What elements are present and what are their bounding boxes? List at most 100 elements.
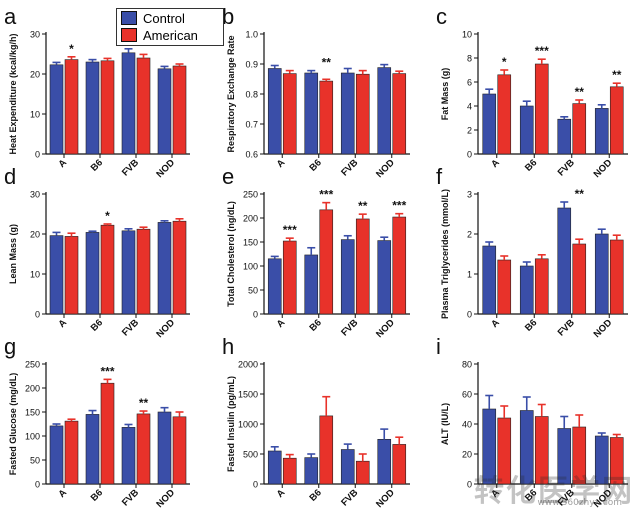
x-tick-label: NOD: [154, 317, 177, 340]
x-tick-label: B6: [307, 157, 323, 173]
y-tick-label: 100: [25, 432, 40, 442]
bar-american: [355, 218, 370, 315]
bar-american: [319, 415, 334, 485]
x-tick-label: A: [56, 487, 69, 500]
x-tick-label: FVB: [339, 157, 360, 178]
x-tick-label: B6: [523, 317, 539, 333]
bar-american: [609, 86, 624, 155]
y-tick-label: 200: [243, 214, 258, 224]
y-tick-label: 40: [462, 420, 472, 430]
x-tick-label: FVB: [120, 487, 141, 508]
y-tick-label: 20: [30, 70, 40, 80]
x-tick-label: FVB: [120, 317, 141, 338]
panel-label-a: a: [4, 4, 17, 29]
y-axis-title: Fasted Insulin (pg/mL): [226, 376, 236, 472]
y-tick-label: 250: [243, 190, 258, 200]
y-tick-label: 30: [30, 30, 40, 40]
bar-american: [172, 416, 187, 485]
bar-control: [377, 67, 392, 155]
y-tick-label: 3: [467, 190, 472, 200]
significance-marker: *: [502, 55, 507, 69]
y-tick-label: 0: [253, 480, 258, 490]
y-tick-label: 0.9: [245, 60, 258, 70]
bar-control: [49, 235, 64, 315]
bar-american: [572, 103, 587, 155]
bar-control: [557, 207, 572, 315]
bar-control: [267, 450, 282, 485]
bar-control: [594, 233, 609, 315]
significance-marker: **: [575, 85, 585, 99]
bar-american: [392, 73, 407, 155]
y-tick-label: 0.6: [245, 150, 258, 160]
y-tick-label: 30: [30, 190, 40, 200]
significance-marker: **: [612, 68, 622, 82]
bar-american: [100, 382, 115, 485]
bar-control: [267, 68, 282, 155]
panel-label-h: h: [222, 334, 234, 359]
x-tick-label: A: [489, 157, 502, 170]
panel-b: b 0.6 0.7 0.8 0.9 1.0 Respiratory Exchange Rat…: [222, 4, 410, 180]
panel-label-d: d: [4, 164, 16, 189]
bar-american: [282, 73, 297, 155]
bar-control: [267, 258, 282, 315]
y-tick-label: 8: [467, 54, 472, 64]
bar-american: [64, 59, 79, 155]
significance-marker: **: [139, 396, 149, 410]
y-tick-label: 150: [25, 408, 40, 418]
bar-control: [304, 254, 319, 315]
x-tick-label: NOD: [374, 487, 397, 510]
significance-marker: **: [575, 187, 585, 201]
panel-c: c 0 2 4 6 8 10 Fat Mass (g) A * B6 *** FVB ** NOD **: [436, 4, 628, 180]
bar-american: [100, 224, 115, 315]
x-tick-label: A: [275, 487, 288, 500]
significance-marker: ***: [535, 44, 549, 58]
panel-label-g: g: [4, 334, 16, 359]
x-tick-label: B6: [307, 317, 323, 333]
y-tick-label: 50: [248, 286, 258, 296]
bar-american: [534, 258, 549, 315]
significance-marker: ***: [283, 223, 297, 237]
watermark: 转化医学网: [474, 474, 634, 509]
bar-control: [377, 438, 392, 485]
y-tick-label: 20: [30, 230, 40, 240]
bar-american: [392, 216, 407, 315]
bar-control: [157, 411, 172, 485]
bar-control: [49, 64, 64, 155]
panel-label-c: c: [436, 4, 447, 29]
y-tick-label: 60: [462, 390, 472, 400]
bar-control: [49, 425, 64, 485]
y-axis-title: Fat Mass (g): [440, 68, 450, 121]
bar-american: [64, 236, 79, 315]
bar-control: [482, 93, 497, 155]
panel-label-i: i: [436, 334, 441, 359]
y-tick-label: 2: [467, 126, 472, 136]
bar-control: [557, 118, 572, 155]
y-tick-label: 20: [462, 450, 472, 460]
x-tick-label: B6: [89, 157, 105, 173]
y-axis-title: Respiratory Exchange Rate: [226, 35, 236, 152]
panel-e: e 0 50 100 150 200 250 Total Cholesterol (ng/dL…: [222, 164, 410, 340]
panel-d: d 0 10 20 30 Lean Mass (g) A B6 * FVB NOD: [4, 164, 190, 340]
bar-control: [594, 108, 609, 155]
bar-american: [355, 460, 370, 485]
y-tick-label: 10: [462, 30, 472, 40]
y-tick-label: 0: [35, 310, 40, 320]
x-tick-label: A: [56, 157, 69, 170]
bar-american: [172, 220, 187, 315]
bar-american: [355, 73, 370, 155]
y-tick-label: 1.0: [245, 30, 258, 40]
y-tick-label: 0.7: [245, 120, 258, 130]
x-tick-label: NOD: [154, 157, 177, 180]
bar-control: [121, 52, 136, 155]
y-tick-label: 0: [467, 150, 472, 160]
x-tick-label: A: [275, 157, 288, 170]
bar-american: [319, 209, 334, 315]
significance-marker: **: [322, 56, 332, 70]
panel-label-e: e: [222, 164, 234, 189]
x-tick-label: NOD: [374, 157, 397, 180]
x-tick-label: B6: [307, 487, 323, 503]
panel-f: f 0 1 2 3 Plasma Triglycerides (mmol/L) A B6 FVB…: [436, 164, 628, 340]
bar-american: [282, 457, 297, 485]
